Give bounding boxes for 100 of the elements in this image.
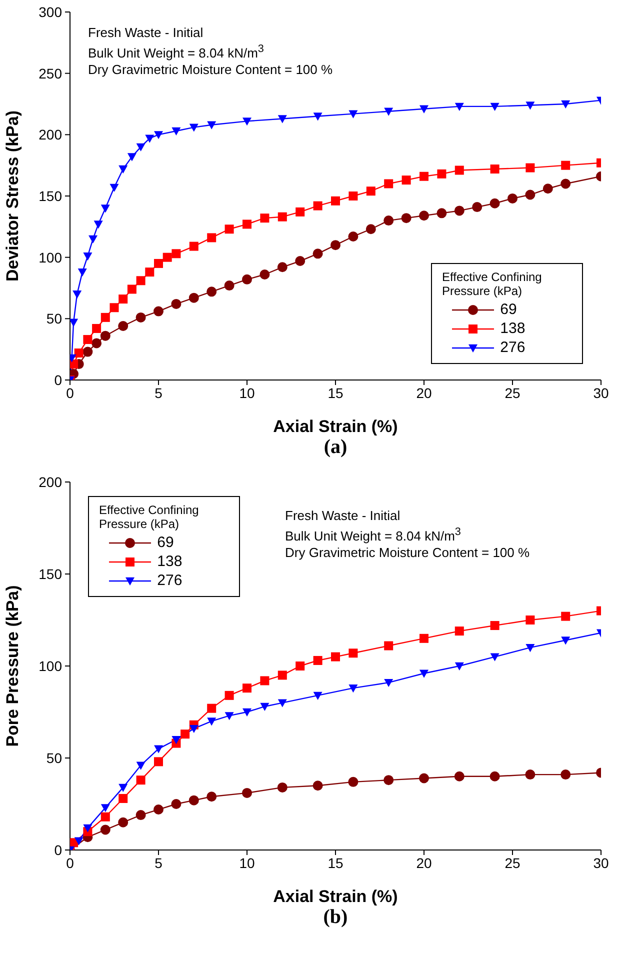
point: [490, 102, 500, 111]
point: [207, 233, 216, 242]
point: [78, 268, 87, 277]
point: [154, 804, 164, 815]
point: [260, 702, 270, 711]
point: [118, 784, 128, 792]
point: [207, 121, 216, 130]
point: [331, 196, 340, 206]
point: [525, 770, 536, 780]
point: [171, 799, 182, 809]
point: [118, 321, 128, 332]
point: [331, 652, 340, 662]
point: [278, 115, 287, 124]
point: [70, 318, 78, 327]
point: [83, 252, 92, 261]
point: [154, 757, 163, 766]
point: [526, 163, 535, 172]
point: [295, 256, 306, 266]
point: [127, 153, 136, 162]
annotation: Dry Gravimetric Moisture Content = 100 %: [285, 544, 530, 562]
point: [92, 338, 102, 348]
point: [180, 730, 190, 739]
point: [189, 124, 198, 132]
point: [420, 105, 428, 114]
x-tick-label: 5: [154, 854, 163, 871]
point: [313, 112, 322, 121]
point: [207, 704, 216, 713]
point: [136, 143, 146, 152]
point: [145, 134, 154, 143]
point: [260, 270, 270, 280]
y-tick-label: 150: [38, 188, 62, 204]
point: [207, 718, 216, 726]
x-tick-label: 0: [66, 854, 74, 871]
point: [366, 224, 376, 234]
point: [312, 780, 323, 791]
point: [348, 192, 358, 200]
point: [561, 100, 570, 108]
point: [490, 771, 500, 782]
point: [312, 248, 323, 259]
point: [313, 656, 322, 665]
point: [154, 131, 163, 140]
point: [118, 294, 128, 304]
point: [88, 235, 98, 244]
point: [171, 298, 182, 309]
point: [490, 164, 500, 174]
point: [561, 636, 570, 645]
legend-label: 276: [500, 339, 526, 356]
point: [127, 284, 136, 294]
point: [490, 198, 500, 208]
point: [136, 276, 146, 286]
annotation: Fresh Waste - Initial: [88, 24, 204, 41]
point: [384, 216, 394, 226]
x-tick-label: 30: [593, 854, 609, 871]
point: [402, 176, 411, 185]
point: [172, 249, 181, 258]
annotation: Bulk Unit Weight = 8.04 kN/m$^{3}$: [88, 42, 265, 62]
point: [188, 795, 199, 806]
point: [100, 312, 110, 322]
point: [70, 360, 78, 369]
point: [296, 207, 305, 216]
point: [224, 280, 234, 291]
point: [242, 788, 252, 798]
point: [94, 220, 103, 229]
annotation: Dry Gravimetric Moisture Content = 100 %: [88, 61, 333, 78]
point: [348, 648, 358, 658]
legend-label: 138: [500, 320, 526, 337]
x-tick-label: 30: [593, 384, 609, 401]
point: [490, 621, 500, 630]
point: [260, 676, 270, 686]
legend-title: Effective Confining Pressure (kPa): [99, 503, 200, 531]
point: [145, 268, 154, 277]
point: [188, 292, 199, 303]
x-tick-label: 10: [239, 854, 255, 871]
point: [278, 699, 287, 708]
point: [172, 736, 181, 744]
point: [561, 612, 570, 621]
point: [420, 634, 428, 643]
point: [154, 258, 163, 268]
point: [136, 810, 146, 820]
point: [348, 684, 358, 693]
point: [419, 773, 429, 784]
point: [313, 201, 322, 210]
point: [224, 712, 234, 720]
legend-label: 69: [157, 534, 174, 551]
point: [296, 662, 305, 670]
y-tick-label: 50: [46, 750, 62, 766]
point: [525, 190, 536, 200]
point: [278, 212, 287, 222]
point: [348, 231, 358, 242]
y-axis-title: Pore Pressure (kPa): [3, 585, 22, 747]
point: [110, 184, 119, 192]
point: [454, 771, 464, 782]
y-tick-label: 100: [38, 658, 62, 674]
point: [118, 817, 128, 828]
point: [100, 204, 110, 213]
y-tick-label: 300: [38, 4, 62, 20]
point: [100, 824, 110, 835]
y-tick-label: 150: [38, 566, 62, 582]
point: [454, 626, 464, 636]
point: [74, 837, 84, 846]
